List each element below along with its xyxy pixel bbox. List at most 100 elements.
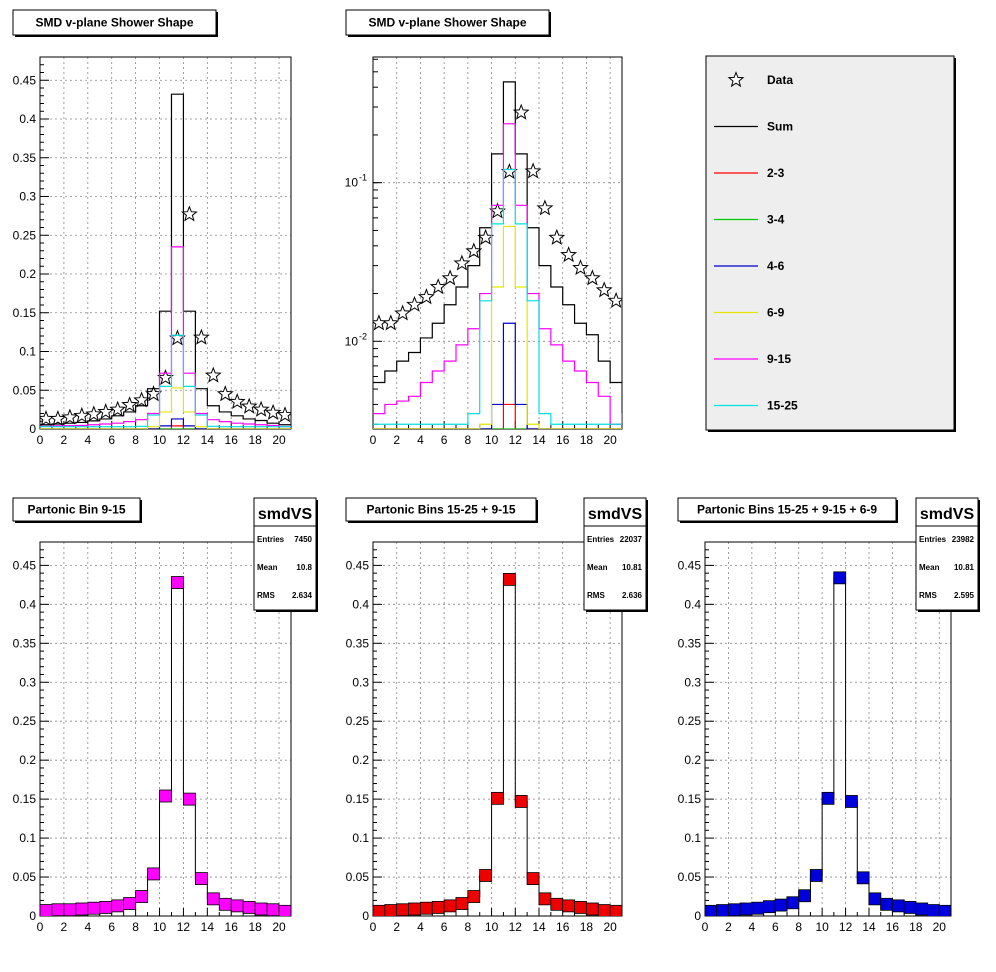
x-tick-label: 14 (532, 433, 546, 447)
stats-value: 23982 (952, 535, 975, 544)
y-tick-label: 0.35 (13, 636, 37, 650)
x-tick-label: 8 (132, 433, 139, 447)
stats-value: 10.81 (954, 563, 975, 572)
title-box (345, 497, 537, 522)
data-marker (408, 902, 421, 916)
data-star-point (583, 269, 601, 286)
x-tick-label: 6 (108, 920, 115, 934)
x-tick-label: 0 (702, 920, 709, 934)
data-marker (821, 791, 835, 805)
y-tick-base: 10 (345, 176, 359, 190)
data-star-point (216, 385, 234, 402)
data-marker (751, 901, 765, 915)
stats-name: smdVS (920, 506, 975, 523)
x-tick-label: 6 (108, 433, 115, 447)
data-marker (278, 904, 291, 916)
data-marker (774, 898, 788, 912)
data-star-point (85, 405, 103, 422)
chart-panel-1: 0 2 4 6 8 10 12 14 16 18 20 0 0.05 0.1 0.15 0.2 0.25 0.3 0… (12, 9, 292, 447)
stats-frame (583, 497, 647, 611)
panel-title: SMD v-plane Shower Shape (368, 16, 526, 30)
x-tick-label: 4 (417, 433, 424, 447)
data-marker (419, 901, 433, 915)
x-tick-label: 20 (603, 433, 617, 447)
x-tick-label: 12 (839, 920, 853, 934)
data-marker (396, 903, 410, 916)
x-tick-label: 10 (485, 920, 499, 934)
data-star-point (61, 408, 79, 425)
y-tick-base: 10 (345, 334, 359, 348)
data-marker (254, 902, 268, 916)
x-tick-label: 18 (580, 433, 594, 447)
data-marker (99, 901, 113, 914)
y-tick-label: 0.35 (346, 636, 370, 650)
x-tick-label: 6 (772, 920, 779, 934)
data-marker (845, 795, 858, 808)
x-tick-label: 18 (248, 433, 262, 447)
y-tick-label: 0.25 (13, 714, 37, 728)
data-marker (183, 792, 196, 806)
data-marker (479, 869, 493, 882)
data-marker (443, 899, 457, 913)
x-tick-label: 20 (933, 920, 947, 934)
data-marker (915, 902, 929, 916)
series-line-9-15 (373, 123, 622, 425)
x-tick-label: 16 (556, 920, 570, 934)
x-tick-label: 8 (465, 920, 472, 934)
data-star-point (441, 269, 459, 286)
data-star-point (157, 369, 174, 386)
series-line-6-9 (373, 225, 622, 429)
data-marker (927, 904, 940, 916)
y-tick-label: 0.35 (13, 151, 37, 165)
y-tick-label: 0.05 (13, 870, 37, 884)
stats-value: 7450 (294, 535, 312, 544)
data-marker (218, 897, 232, 911)
data-marker (739, 902, 753, 916)
y-tick-label: 0.3 (19, 675, 36, 689)
data-marker (373, 904, 386, 916)
data-marker (856, 871, 870, 885)
x-tick-label: 10 (153, 920, 167, 934)
data-star-point (121, 396, 139, 413)
data-star-point (560, 246, 578, 263)
stats-name: smdVS (258, 506, 313, 523)
y-tick-label: 0.3 (684, 675, 701, 689)
data-marker (950, 904, 951, 916)
y-tick-label: 0.45 (678, 558, 702, 572)
panel-title: Partonic Bins 15-25 + 9-15 + 6-9 (697, 503, 877, 517)
data-marker (562, 899, 576, 913)
x-tick-label: 4 (749, 920, 756, 934)
stats-value: 2.636 (622, 591, 643, 600)
data-marker (514, 795, 528, 808)
legend-label: 6-9 (767, 306, 785, 320)
data-star-point (228, 393, 246, 410)
x-tick-label: 2 (61, 920, 68, 934)
x-tick-label: 20 (603, 920, 617, 934)
y-tick-label: 0.45 (13, 73, 37, 87)
series-line-4-6 (373, 322, 622, 429)
data-star-point (109, 400, 127, 417)
data-marker (63, 903, 77, 916)
data-marker (230, 899, 244, 913)
data-marker (431, 901, 445, 914)
x-tick-label: 8 (795, 920, 802, 934)
data-marker (159, 789, 172, 803)
x-tick-label: 18 (248, 920, 262, 934)
data-marker (123, 897, 137, 910)
stats-frame (253, 497, 317, 611)
x-tick-label: 6 (441, 920, 448, 934)
y-tick-label: 0.2 (19, 753, 36, 767)
data-marker (538, 892, 552, 906)
data-star-point (49, 410, 67, 427)
chart-panel-4: 0 2 4 6 8 10 12 14 16 18 20 0 0.05 0.1 0.15 0.2 0.25 0.3 0… (345, 497, 648, 934)
x-tick-label: 10 (153, 433, 167, 447)
y-tick-label: 0.1 (19, 345, 36, 359)
title-box (345, 9, 550, 36)
data-marker (526, 872, 540, 885)
y-tick-label: 0.1 (684, 831, 701, 845)
x-tick-label: 12 (177, 433, 191, 447)
stats-value: 2.634 (292, 591, 313, 600)
y-tick-label: 0.35 (678, 636, 702, 650)
x-tick-label: 12 (177, 920, 191, 934)
data-star-point (180, 205, 198, 222)
